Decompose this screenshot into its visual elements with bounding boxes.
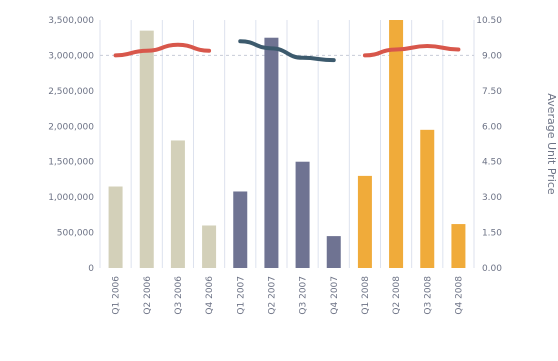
- x-tick-label: Q2 2008: [392, 276, 402, 315]
- x-tick-label: Q4 2008: [454, 276, 464, 315]
- bar: [326, 236, 341, 268]
- x-tick-label: Q1 2007: [236, 276, 246, 315]
- bar: [108, 186, 123, 268]
- right-tick-label: 3.00: [482, 193, 502, 203]
- x-tick-label: Q1 2008: [361, 276, 371, 315]
- left-tick-label: 1,500,000: [48, 158, 94, 168]
- x-tick-label: Q3 2008: [423, 276, 433, 315]
- right-tick-label: 1.50: [482, 229, 502, 239]
- bar: [295, 161, 310, 268]
- x-axis-ticks: Q1 2006 Q2 2006 Q3 2006 Q4 2006 Q1 2007 Q2 20…: [112, 276, 465, 315]
- bar: [357, 175, 372, 268]
- left-axis-ticks: 0 500,000 1,000,000 1,500,000 2,000,000 2,500…: [48, 16, 94, 274]
- right-tick-label: 10.50: [476, 16, 502, 26]
- bar: [451, 224, 466, 268]
- grid-layer: [99, 20, 475, 268]
- left-tick-label: 0: [88, 264, 94, 274]
- right-tick-label: 4.50: [482, 158, 502, 168]
- bar: [264, 37, 279, 268]
- bar: [202, 225, 217, 268]
- right-tick-label: 9.00: [482, 51, 502, 61]
- left-tick-label: 3,500,000: [48, 16, 94, 26]
- x-tick-label: Q2 2006: [143, 276, 153, 315]
- x-tick-label: Q4 2007: [330, 276, 340, 315]
- right-tick-label: 6.00: [482, 122, 502, 132]
- x-tick-label: Q2 2007: [267, 276, 277, 315]
- x-tick-label: Q3 2007: [299, 276, 309, 315]
- left-tick-label: 2,000,000: [48, 122, 94, 132]
- x-tick-label: Q3 2006: [174, 276, 184, 315]
- right-axis-title: Average Unit Price: [545, 93, 558, 195]
- left-tick-label: 3,000,000: [48, 51, 94, 61]
- lines-layer: [113, 39, 461, 63]
- left-tick-label: 1,000,000: [48, 193, 94, 203]
- left-tick-label: 500,000: [57, 229, 94, 239]
- series-line: [113, 42, 212, 58]
- bar: [139, 30, 154, 268]
- bar: [389, 20, 404, 268]
- right-axis-ticks: 0.00 1.50 3.00 4.50 6.00 7.50 9.00 10.50: [476, 16, 502, 274]
- series-line: [238, 39, 336, 63]
- bar: [420, 129, 435, 268]
- bars-layer: [108, 20, 466, 268]
- x-tick-label: Q1 2006: [112, 276, 122, 315]
- x-tick-label: Q4 2006: [205, 276, 215, 315]
- bar: [233, 191, 248, 268]
- series-line: [362, 43, 461, 58]
- right-tick-label: 0.00: [482, 264, 502, 274]
- bar: [170, 140, 185, 268]
- right-tick-label: 7.50: [482, 87, 502, 97]
- left-tick-label: 2,500,000: [48, 87, 94, 97]
